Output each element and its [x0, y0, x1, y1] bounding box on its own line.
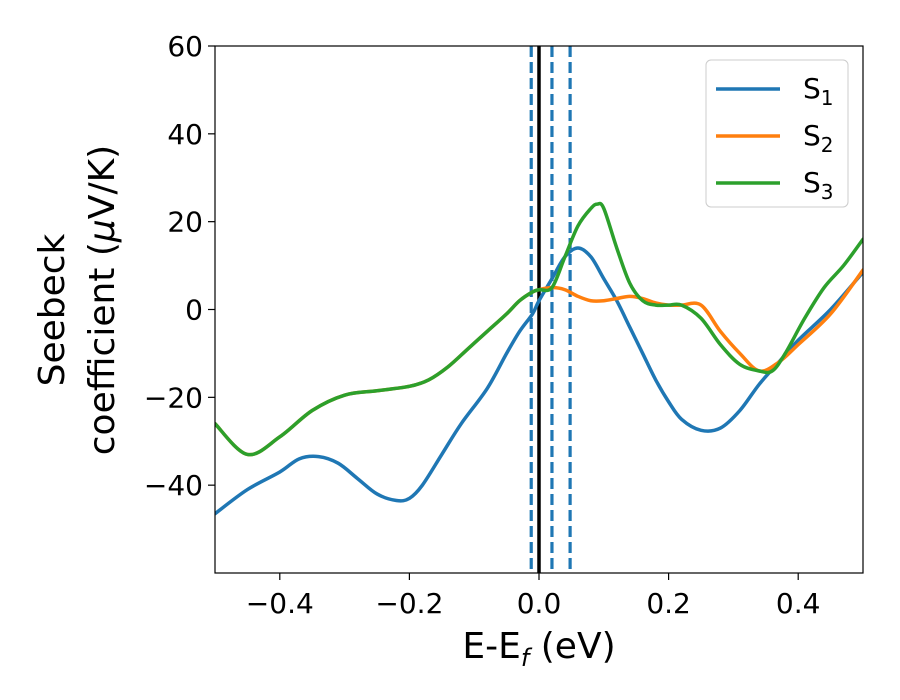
series-line-s3	[215, 201, 863, 457]
series-lines	[215, 201, 863, 516]
series-line-s1	[215, 246, 863, 516]
legend-label-s3: S3	[803, 166, 834, 204]
x-tick-label: 0.2	[646, 587, 691, 620]
y-tick-label: 20	[167, 206, 203, 239]
x-tick-label: −0.4	[246, 587, 314, 620]
legend-label-s1: S1	[803, 72, 834, 110]
fermi-level-lines	[529, 46, 572, 573]
x-axis-title: E-Ef (eV)	[462, 626, 615, 672]
x-axis-ticks: −0.4 −0.2 0.0 0.2 0.4	[246, 573, 821, 620]
x-tick-label: −0.2	[375, 587, 443, 620]
x-tick-label: 0.4	[776, 587, 821, 620]
legend-label-s2: S2	[803, 119, 834, 157]
y-tick-label: −40	[144, 469, 203, 502]
y-tick-label: 0	[185, 294, 203, 327]
y-tick-label: 40	[167, 118, 203, 151]
legend-entries: S1 S2 S3	[716, 72, 834, 204]
y-tick-label: −20	[144, 381, 203, 414]
y-tick-label: 60	[167, 30, 203, 63]
y-axis-ticks: −40 −20 0 20 40 60	[144, 30, 215, 502]
legend-box	[705, 59, 849, 208]
legend: S1 S2 S3	[705, 59, 849, 208]
y-axis-title-line1: Seebeck	[32, 233, 73, 386]
y-axis-title-line2: coefficient (μV/K)	[82, 145, 123, 455]
x-tick-label: 0.0	[517, 587, 562, 620]
